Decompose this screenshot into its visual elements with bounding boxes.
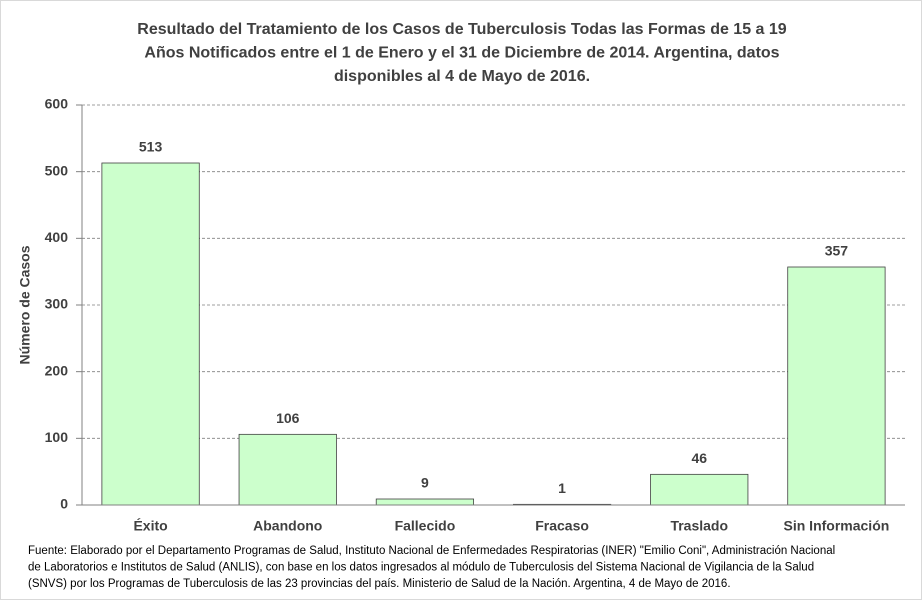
bar (375, 498, 475, 506)
bar (238, 433, 337, 506)
x-tick-label: Fallecido (395, 518, 456, 534)
bar (787, 266, 886, 506)
data-label: 357 (825, 243, 849, 259)
source-note: de Laboratorios e Institutos de Salud (A… (28, 562, 814, 574)
bar (101, 162, 200, 506)
data-label: 106 (276, 410, 300, 426)
data-label: 513 (139, 139, 163, 155)
data-label: 46 (691, 450, 707, 466)
x-tick-label: Sin Información (784, 518, 890, 534)
data-label: 1 (558, 480, 566, 496)
y-tick-label: 400 (45, 229, 69, 245)
y-tick-label: 600 (45, 96, 69, 112)
source-note: Fuente: Elaborado por el Departamento Pr… (28, 545, 835, 557)
y-tick-label: 100 (45, 429, 69, 445)
y-axis-title: Número de Casos (17, 245, 33, 364)
bar (650, 473, 749, 506)
x-tick-label: Abandono (253, 518, 322, 534)
x-tick-label: Traslado (670, 518, 728, 534)
chart-title: Resultado del Tratamiento de los Casos d… (137, 21, 786, 38)
x-tick-label: Fracaso (535, 518, 589, 534)
source-note: (SNVS) por los Programas de Tuberculosis… (28, 578, 731, 590)
y-tick-label: 0 (60, 496, 68, 512)
y-tick-label: 500 (45, 162, 69, 178)
data-label: 9 (421, 475, 429, 491)
chart-title: disponibles al 4 de Mayo de 2016. (334, 68, 590, 85)
x-tick-label: Éxito (133, 518, 167, 534)
chart-title: Años Notificados entre el 1 de Enero y e… (144, 45, 779, 62)
y-tick-label: 200 (45, 362, 69, 378)
y-tick-label: 300 (45, 296, 69, 312)
